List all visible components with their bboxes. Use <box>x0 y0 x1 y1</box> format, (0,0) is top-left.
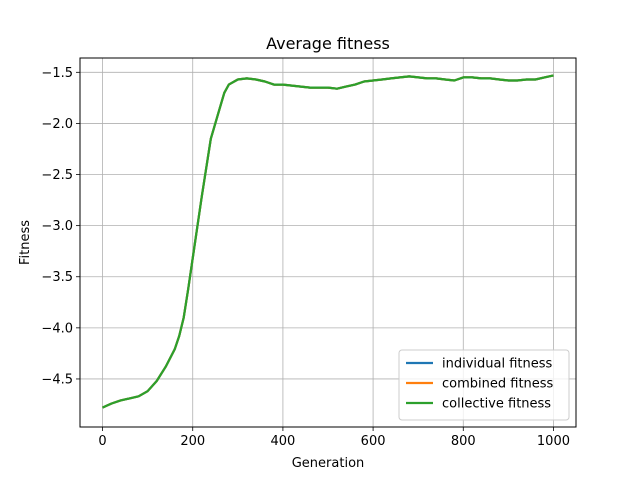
x-tick-label: 200 <box>180 434 205 449</box>
y-tick-label: −3.0 <box>41 219 73 234</box>
y-tick-label: −4.5 <box>41 372 73 387</box>
x-tick-label: 400 <box>270 434 295 449</box>
series-lines <box>102 74 554 409</box>
x-tick-label: 800 <box>451 434 476 449</box>
y-tick-label: −1.5 <box>41 66 73 81</box>
x-axis-label: Generation <box>292 456 365 471</box>
chart-title: Average fitness <box>266 34 390 53</box>
ticks: 0 200 400 600 800 1000 −4.5 −4.0 −3.5 −3.0 −2.5 −2.… <box>41 66 570 449</box>
y-tick-label: −4.0 <box>41 321 73 336</box>
y-tick-label: −3.5 <box>41 270 73 285</box>
grid <box>80 58 576 427</box>
x-tick-label: 1000 <box>537 434 570 449</box>
legend-label: collective fitness <box>442 397 551 412</box>
y-axis-label: Fitness <box>18 220 33 265</box>
y-tick-label: −2.5 <box>41 168 73 183</box>
legend-label: combined fitness <box>442 377 554 392</box>
plot-frame <box>79 57 577 428</box>
legend: individual fitness combined fitness collec… <box>398 349 570 421</box>
y-tick-label: −2.0 <box>41 117 73 132</box>
legend-box <box>398 349 570 421</box>
legend-label: individual fitness <box>442 357 553 372</box>
x-tick-label: 0 <box>98 434 106 449</box>
series-line-2 <box>102 74 554 409</box>
x-tick-label: 600 <box>361 434 386 449</box>
